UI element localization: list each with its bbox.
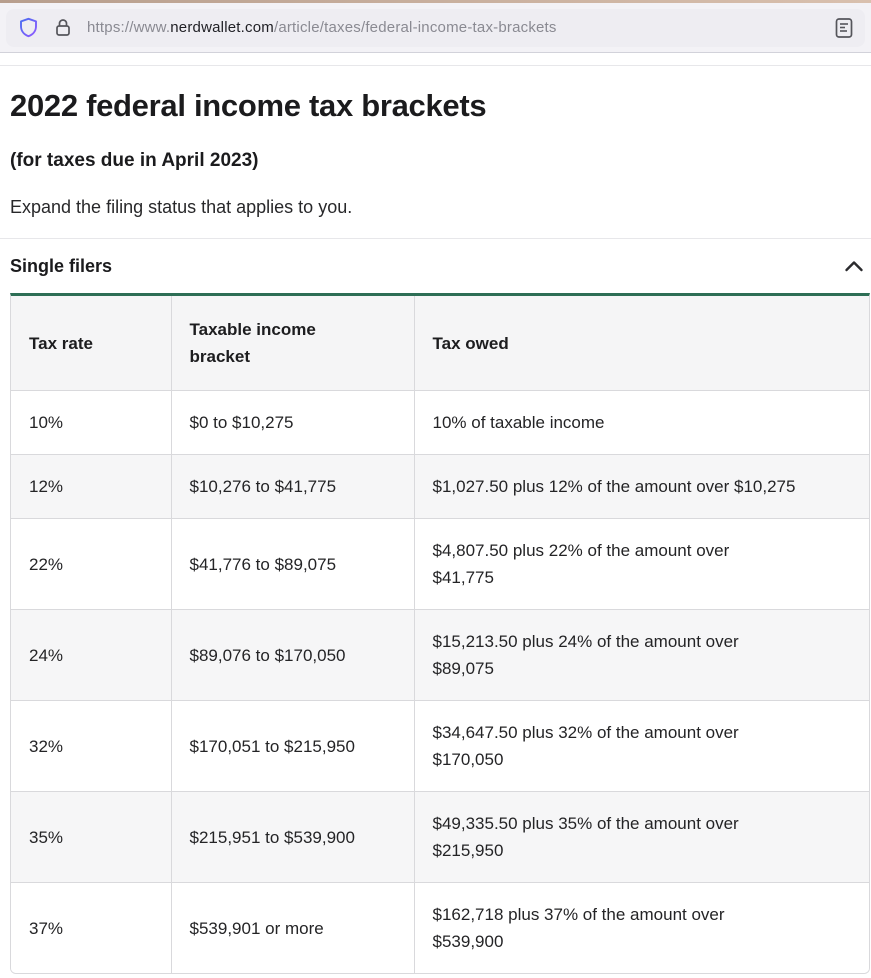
divider (0, 65, 871, 66)
header-income-bracket: Taxable income bracket (170, 296, 414, 391)
window-top-strip (0, 0, 871, 3)
accordion-label: Single filers (10, 255, 113, 276)
table-row: 22% $41,776 to $89,075 $4,807.50 plus 22… (11, 518, 869, 610)
tax-rate-cell: 35% (11, 791, 171, 883)
tax-owed-cell: $34,647.50 plus 32% of the amount over $1… (413, 700, 869, 792)
tax-rate-cell: 12% (11, 454, 171, 519)
tax-owed-cell: $1,027.50 plus 12% of the amount over $1… (413, 454, 869, 519)
header-tax-rate: Tax rate (11, 296, 171, 391)
url-prefix: https://www. (87, 19, 171, 36)
table-row: 35% $215,951 to $539,900 $49,335.50 plus… (11, 791, 869, 883)
reader-view-icon[interactable] (835, 17, 853, 39)
tax-rate-cell: 24% (11, 609, 171, 701)
url-text[interactable]: https://www.nerdwallet.com/article/taxes… (87, 19, 557, 36)
tax-owed-cell: $15,213.50 plus 24% of the amount over $8… (413, 609, 869, 701)
table-header-row: Tax rate Taxable income bracket Tax owed (11, 296, 869, 391)
tax-rate-cell: 10% (11, 390, 171, 455)
page-content: 2022 federal income tax brackets (for ta… (0, 65, 871, 974)
table-row: 24% $89,076 to $170,050 $15,213.50 plus … (11, 609, 869, 701)
https-lock-icon[interactable] (54, 18, 72, 37)
income-bracket-cell: $89,076 to $170,050 (170, 609, 414, 701)
header-tax-owed: Tax owed (413, 296, 869, 391)
table-row: 12% $10,276 to $41,775 $1,027.50 plus 12… (11, 454, 869, 519)
income-bracket-cell: $0 to $10,275 (170, 390, 414, 455)
income-bracket-cell: $539,901 or more (170, 882, 414, 973)
tax-owed-cell: $4,807.50 plus 22% of the amount over $41… (413, 518, 869, 610)
tax-rate-cell: 22% (11, 518, 171, 610)
table-row: 32% $170,051 to $215,950 $34,647.50 plus… (11, 700, 869, 792)
table-row: 10% $0 to $10,275 10% of taxable income (11, 390, 869, 455)
url-bar[interactable]: https://www.nerdwallet.com/article/taxes… (6, 8, 865, 47)
tracking-protection-shield-icon[interactable] (18, 17, 39, 38)
chevron-up-icon[interactable] (844, 259, 864, 273)
tax-table-body: 10% $0 to $10,275 10% of taxable income … (11, 390, 869, 973)
article-subtitle: (for taxes due in April 2023) (10, 150, 259, 171)
table-row: 37% $539,901 or more $162,718 plus 37% o… (11, 882, 869, 973)
tax-owed-cell: $49,335.50 plus 35% of the amount over $2… (413, 791, 869, 883)
accordion-header-single-filers[interactable]: Single filers (0, 239, 871, 293)
page-title: 2022 federal income tax brackets (10, 88, 487, 123)
divider (0, 238, 871, 239)
tax-owed-cell: 10% of taxable income (413, 390, 869, 455)
browser-toolbar: https://www.nerdwallet.com/article/taxes… (0, 3, 871, 53)
income-bracket-cell: $215,951 to $539,900 (170, 791, 414, 883)
tax-rate-cell: 32% (11, 700, 171, 792)
tax-rate-cell: 37% (11, 882, 171, 973)
income-bracket-cell: $10,276 to $41,775 (170, 454, 414, 519)
browser-chrome: https://www.nerdwallet.com/article/taxes… (0, 0, 871, 53)
url-domain: nerdwallet.com (170, 19, 274, 36)
income-bracket-cell: $170,051 to $215,950 (170, 700, 414, 792)
income-bracket-cell: $41,776 to $89,075 (170, 518, 414, 610)
intro-text: Expand the filing status that applies to… (10, 197, 353, 217)
url-path: /article/taxes/federal-income-tax-bracke… (273, 19, 557, 36)
tax-brackets-table: Tax rate Taxable income bracket Tax owed… (10, 293, 870, 974)
tax-owed-cell: $162,718 plus 37% of the amount over $539… (413, 882, 869, 973)
